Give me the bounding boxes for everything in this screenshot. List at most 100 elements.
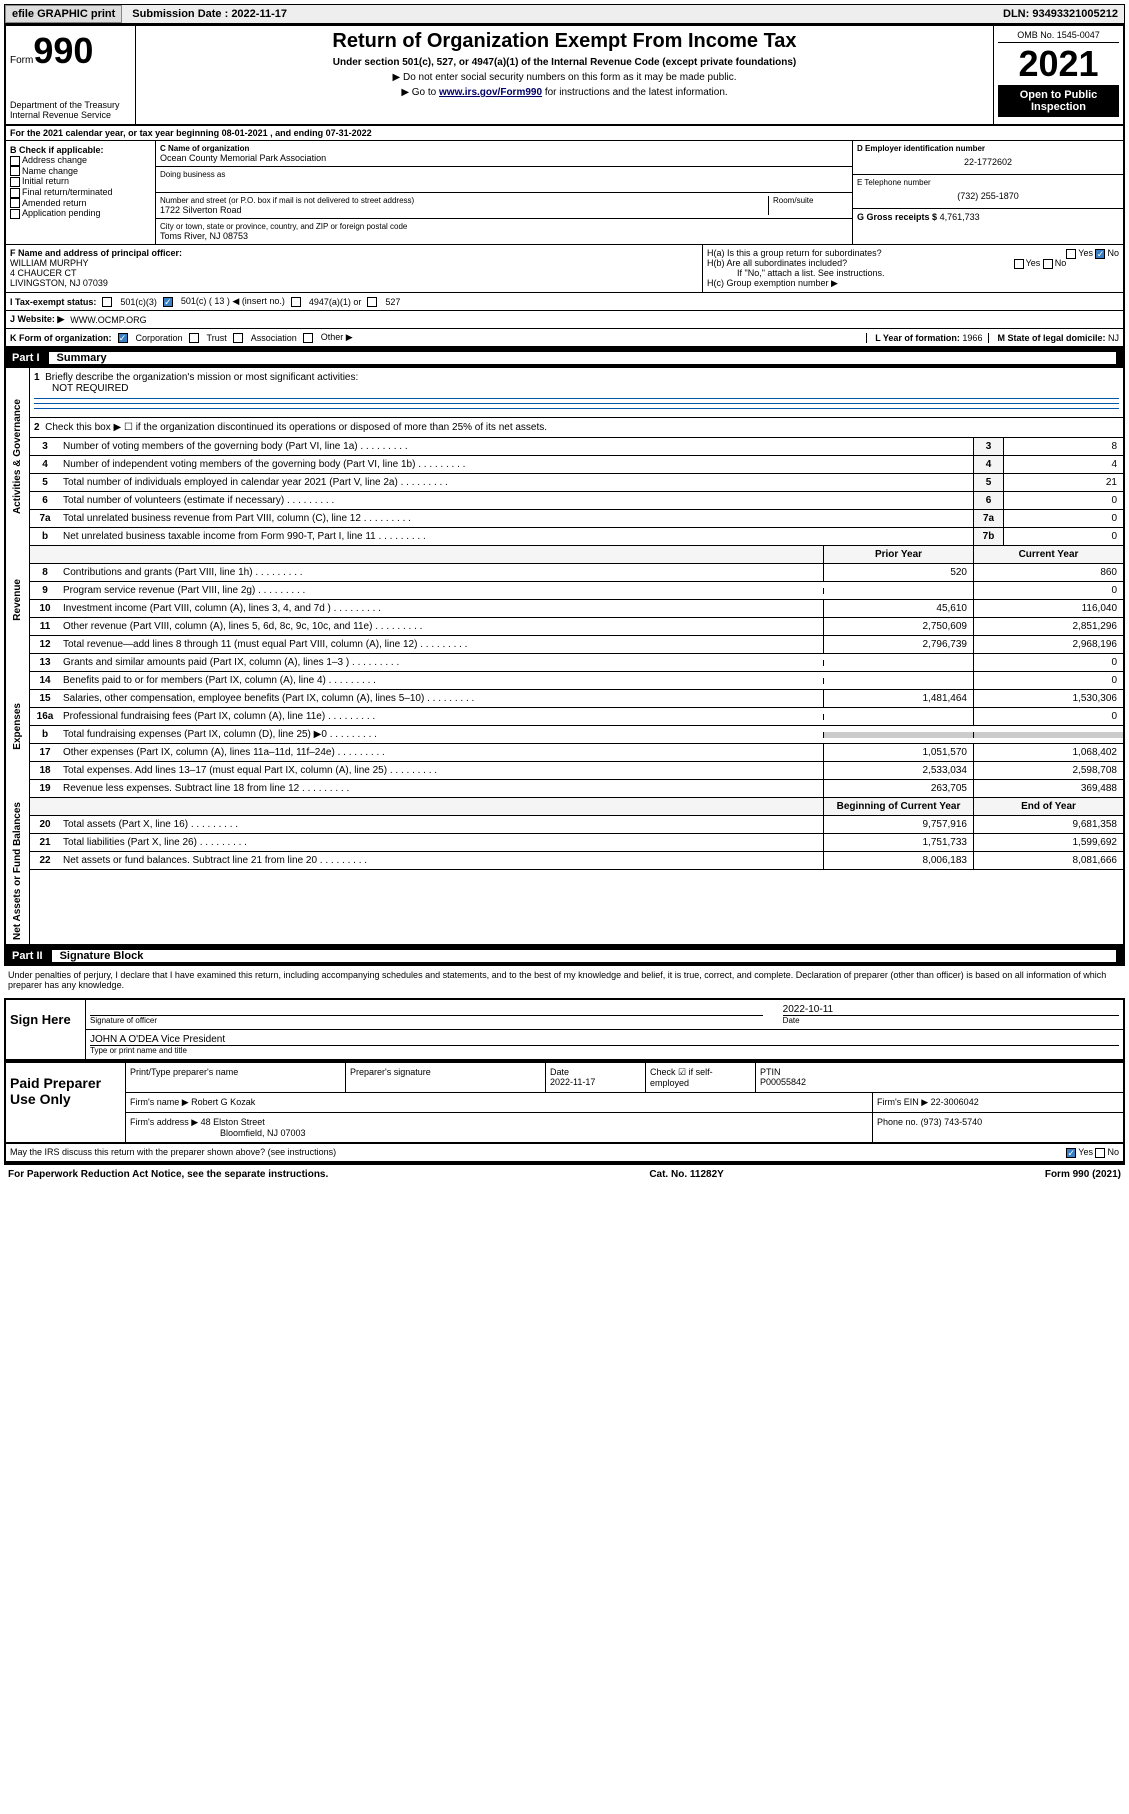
city-state-zip: Toms River, NJ 08753 bbox=[160, 231, 848, 241]
checkbox-address-change[interactable] bbox=[10, 156, 20, 166]
line-desc: Grants and similar amounts paid (Part IX… bbox=[60, 654, 823, 671]
cb-501c[interactable]: ✓ bbox=[163, 297, 173, 307]
fphone-label: Phone no. bbox=[877, 1117, 918, 1127]
no-label2: No bbox=[1055, 258, 1067, 268]
line-21: 21 Total liabilities (Part X, line 26) 1… bbox=[30, 834, 1123, 852]
line-18: 18 Total expenses. Add lines 13–17 (must… bbox=[30, 762, 1123, 780]
l-value: 1966 bbox=[962, 333, 982, 343]
line-desc: Other revenue (Part VIII, column (A), li… bbox=[60, 618, 823, 635]
discuss-no[interactable] bbox=[1095, 1148, 1105, 1158]
cb-527[interactable] bbox=[367, 297, 377, 307]
part2-header: Part II Signature Block bbox=[4, 946, 1125, 966]
end-year-header: End of Year bbox=[973, 798, 1123, 815]
lbl-trust: Trust bbox=[207, 333, 227, 343]
cb-assoc[interactable] bbox=[233, 333, 243, 343]
line-num: 11 bbox=[30, 618, 60, 635]
discuss-yes[interactable]: ✓ bbox=[1066, 1148, 1076, 1158]
discuss-label: May the IRS discuss this return with the… bbox=[10, 1147, 336, 1157]
line-val: 0 bbox=[1003, 510, 1123, 527]
m-value: NJ bbox=[1108, 333, 1119, 343]
hb-no[interactable] bbox=[1043, 259, 1053, 269]
m-label: M State of legal domicile: bbox=[997, 333, 1105, 343]
prep-sig-h: Preparer's signature bbox=[346, 1063, 546, 1092]
prior-val: 1,481,464 bbox=[823, 690, 973, 707]
line-num: 14 bbox=[30, 672, 60, 689]
section-d-e-g: D Employer identification number 22-1772… bbox=[853, 141, 1123, 244]
checkbox-name-change[interactable] bbox=[10, 166, 20, 176]
line-desc: Professional fundraising fees (Part IX, … bbox=[60, 708, 823, 725]
prep-date-h: Date bbox=[550, 1067, 641, 1077]
officer-name: WILLIAM MURPHY bbox=[10, 258, 698, 268]
ein-label: D Employer identification number bbox=[857, 144, 1119, 153]
line-desc: Program service revenue (Part VIII, line… bbox=[60, 582, 823, 599]
irs-link[interactable]: www.irs.gov/Form990 bbox=[439, 87, 542, 98]
sig-name-label: Type or print name and title bbox=[90, 1045, 1119, 1055]
checkbox-initial[interactable] bbox=[10, 177, 20, 187]
curr-val: 2,851,296 bbox=[973, 618, 1123, 635]
prep-check-h: Check ☑ if self-employed bbox=[646, 1063, 756, 1092]
cb-other[interactable] bbox=[303, 333, 313, 343]
ha-no[interactable]: ✓ bbox=[1095, 249, 1105, 259]
line-val: 0 bbox=[1003, 492, 1123, 509]
prior-val bbox=[823, 732, 973, 738]
line-desc: Investment income (Part VIII, column (A)… bbox=[60, 600, 823, 617]
begin-year-header: Beginning of Current Year bbox=[823, 798, 973, 815]
ha-yes[interactable] bbox=[1066, 249, 1076, 259]
current-year-header: Current Year bbox=[973, 546, 1123, 563]
info-block: B Check if applicable: Address change Na… bbox=[4, 141, 1125, 245]
lbl-527: 527 bbox=[385, 297, 400, 307]
line-15: 15 Salaries, other compensation, employe… bbox=[30, 690, 1123, 708]
line-val: 4 bbox=[1003, 456, 1123, 473]
line-7a: 7a Total unrelated business revenue from… bbox=[30, 510, 1123, 528]
penalties-text: Under penalties of perjury, I declare th… bbox=[4, 966, 1125, 994]
line-a-text: For the 2021 calendar year, or tax year … bbox=[6, 126, 376, 140]
opt-final: Final return/terminated bbox=[22, 187, 113, 197]
sig-date: 2022-10-11 bbox=[783, 1004, 1119, 1015]
sig-officer-label: Signature of officer bbox=[90, 1015, 763, 1025]
curr-val: 8,081,666 bbox=[973, 852, 1123, 869]
officer-addr2: LIVINGSTON, NJ 07039 bbox=[10, 278, 698, 288]
checkbox-final[interactable] bbox=[10, 188, 20, 198]
addr-label: Number and street (or P.O. box if mail i… bbox=[160, 196, 768, 205]
line-val: 8 bbox=[1003, 438, 1123, 455]
line-desc: Total revenue—add lines 8 through 11 (mu… bbox=[60, 636, 823, 653]
j-label: J Website: ▶ bbox=[10, 314, 64, 325]
lbl-corp: Corporation bbox=[136, 333, 183, 343]
lbl-other: Other ▶ bbox=[321, 332, 353, 343]
section-b-label: B Check if applicable: bbox=[10, 145, 151, 155]
city-label: City or town, state or province, country… bbox=[160, 222, 848, 231]
prep-name-h: Print/Type preparer's name bbox=[126, 1063, 346, 1092]
prep-ptin-h: PTIN bbox=[760, 1067, 1119, 1077]
line-num: 13 bbox=[30, 654, 60, 671]
opt-address-change: Address change bbox=[22, 155, 87, 165]
cb-corp[interactable]: ✓ bbox=[118, 333, 128, 343]
line-10: 10 Investment income (Part VIII, column … bbox=[30, 600, 1123, 618]
footer-left: For Paperwork Reduction Act Notice, see … bbox=[8, 1169, 328, 1180]
cb-501c3[interactable] bbox=[102, 297, 112, 307]
vtab-expenses: Expenses bbox=[10, 699, 25, 754]
curr-val: 1,530,306 bbox=[973, 690, 1123, 707]
firm-label: Firm's name ▶ bbox=[130, 1097, 189, 1107]
curr-val: 116,040 bbox=[973, 600, 1123, 617]
line-desc: Other expenses (Part IX, column (A), lin… bbox=[60, 744, 823, 761]
part1-title: Summary bbox=[48, 351, 1117, 365]
cb-4947[interactable] bbox=[291, 297, 301, 307]
prior-val bbox=[823, 714, 973, 720]
vtab-governance: Activities & Governance bbox=[10, 395, 25, 518]
efile-print-button[interactable]: efile GRAPHIC print bbox=[5, 5, 122, 23]
checkbox-pending[interactable] bbox=[10, 209, 20, 219]
lbl-501c3: 501(c)(3) bbox=[120, 297, 157, 307]
curr-val: 860 bbox=[973, 564, 1123, 581]
prior-val: 2,750,609 bbox=[823, 618, 973, 635]
signature-block: Sign Here Signature of officer 2022-10-1… bbox=[4, 998, 1125, 1061]
hb-note: If "No," attach a list. See instructions… bbox=[707, 268, 1119, 278]
line-num: 12 bbox=[30, 636, 60, 653]
checkbox-amended[interactable] bbox=[10, 198, 20, 208]
prior-val bbox=[823, 588, 973, 594]
hb-yes[interactable] bbox=[1014, 259, 1024, 269]
room-label: Room/suite bbox=[773, 196, 848, 205]
cb-trust[interactable] bbox=[189, 333, 199, 343]
section-c: C Name of organization Ocean County Memo… bbox=[156, 141, 853, 244]
line-desc: Salaries, other compensation, employee b… bbox=[60, 690, 823, 707]
line-19: 19 Revenue less expenses. Subtract line … bbox=[30, 780, 1123, 798]
